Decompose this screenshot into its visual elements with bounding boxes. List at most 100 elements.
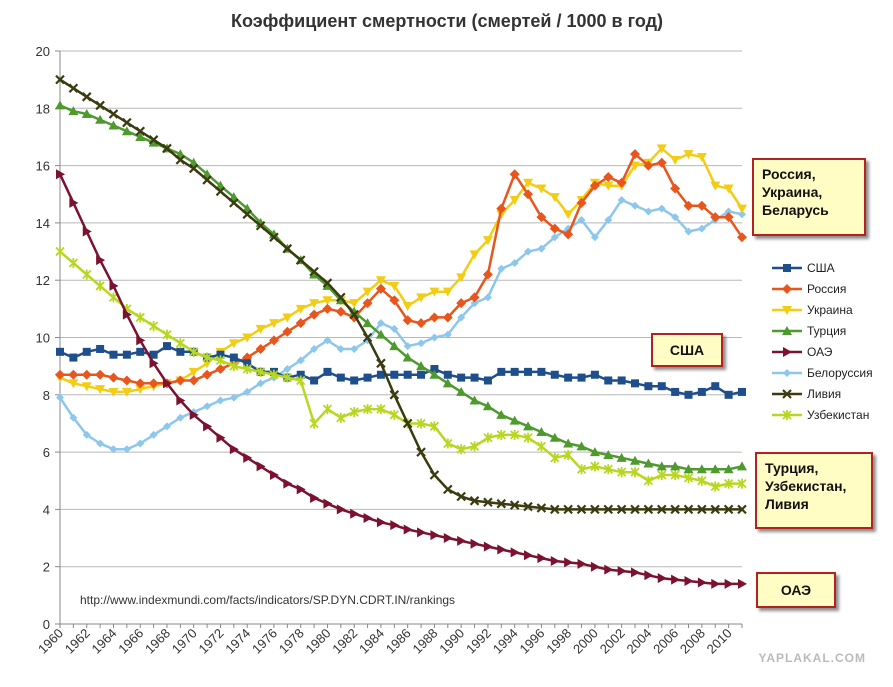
data-point (268, 335, 279, 346)
data-point (630, 161, 641, 171)
data-point (202, 369, 213, 380)
data-point (69, 197, 79, 208)
data-point (188, 375, 199, 386)
data-point (82, 269, 92, 280)
data-point (631, 201, 640, 210)
data-point (175, 338, 185, 349)
data-point (549, 193, 560, 203)
data-point (710, 504, 721, 515)
callout-turkey-uzbekistan-libya: Турция, Узбекистан, Ливия (755, 452, 873, 529)
data-point (563, 504, 573, 515)
data-point (683, 504, 694, 515)
data-point (376, 370, 385, 379)
data-point (55, 369, 65, 380)
data-point (710, 464, 721, 474)
data-point (576, 504, 587, 515)
legend-label: Турция (807, 324, 846, 338)
data-point (670, 183, 681, 194)
data-point (268, 319, 279, 329)
data-point (362, 332, 373, 343)
data-point (523, 432, 533, 443)
data-point (121, 126, 132, 136)
data-point (416, 318, 427, 329)
data-point (309, 309, 320, 320)
data-point (243, 359, 252, 368)
data-point (711, 578, 721, 589)
x-tick-label: 1970 (169, 626, 200, 657)
legend-entry: Россия (772, 282, 846, 296)
data-point (349, 406, 359, 417)
data-point (136, 347, 145, 356)
series-2 (55, 144, 747, 397)
data-point (697, 577, 707, 588)
data-point (604, 376, 613, 385)
data-point (376, 517, 386, 528)
legend-entry: Узбекистан (772, 408, 869, 422)
data-point (724, 578, 734, 589)
data-point (523, 189, 534, 200)
data-point (295, 255, 306, 265)
series-0-line (59, 344, 743, 397)
data-point (697, 224, 706, 233)
data-point (108, 292, 119, 303)
legend-label: Ливия (807, 387, 841, 401)
callout-usa: США (651, 333, 723, 367)
data-point (510, 429, 520, 440)
data-point (430, 530, 440, 541)
data-point (482, 401, 493, 411)
series-7-line (59, 250, 742, 488)
data-point (283, 365, 292, 374)
data-point (589, 180, 600, 191)
data-point (563, 449, 573, 460)
data-point (711, 382, 720, 391)
data-point (723, 464, 734, 474)
data-point (323, 367, 332, 376)
data-point (350, 508, 360, 519)
data-point (310, 376, 319, 385)
data-point (216, 350, 225, 359)
data-point (443, 370, 452, 379)
data-point (630, 149, 641, 160)
data-point (442, 312, 453, 323)
data-point (215, 355, 226, 366)
data-point (417, 370, 426, 379)
data-point (402, 301, 413, 311)
data-point (68, 258, 79, 269)
data-point (96, 439, 105, 448)
legend-label: Украина (807, 303, 853, 317)
data-point (349, 309, 359, 320)
data-point (737, 504, 747, 515)
data-point (563, 438, 574, 448)
data-point (723, 504, 734, 515)
data-point (509, 169, 520, 180)
data-point (322, 278, 333, 288)
chart-title: Коэффициент смертности (смертей / 1000 в… (231, 11, 663, 31)
data-point (442, 287, 453, 297)
data-point (429, 470, 440, 480)
data-point (483, 541, 493, 552)
data-point (68, 379, 79, 389)
data-point (697, 475, 707, 486)
data-point (296, 356, 305, 365)
legend-label: Россия (807, 282, 846, 296)
series-4 (56, 169, 747, 589)
data-point (644, 382, 653, 391)
data-point (283, 478, 293, 489)
data-point (242, 364, 252, 375)
data-point (149, 358, 159, 369)
data-point (469, 441, 480, 452)
data-point (670, 504, 680, 515)
data-point (350, 376, 359, 385)
data-point (429, 287, 440, 297)
data-point (282, 372, 292, 383)
data-point (229, 198, 239, 208)
data-point (549, 223, 560, 234)
data-point (497, 367, 506, 376)
legend-entry: Турция (772, 324, 846, 338)
data-point (670, 470, 680, 481)
data-point (95, 100, 105, 111)
data-point (644, 570, 654, 581)
data-point (362, 404, 373, 415)
data-point (363, 373, 372, 382)
